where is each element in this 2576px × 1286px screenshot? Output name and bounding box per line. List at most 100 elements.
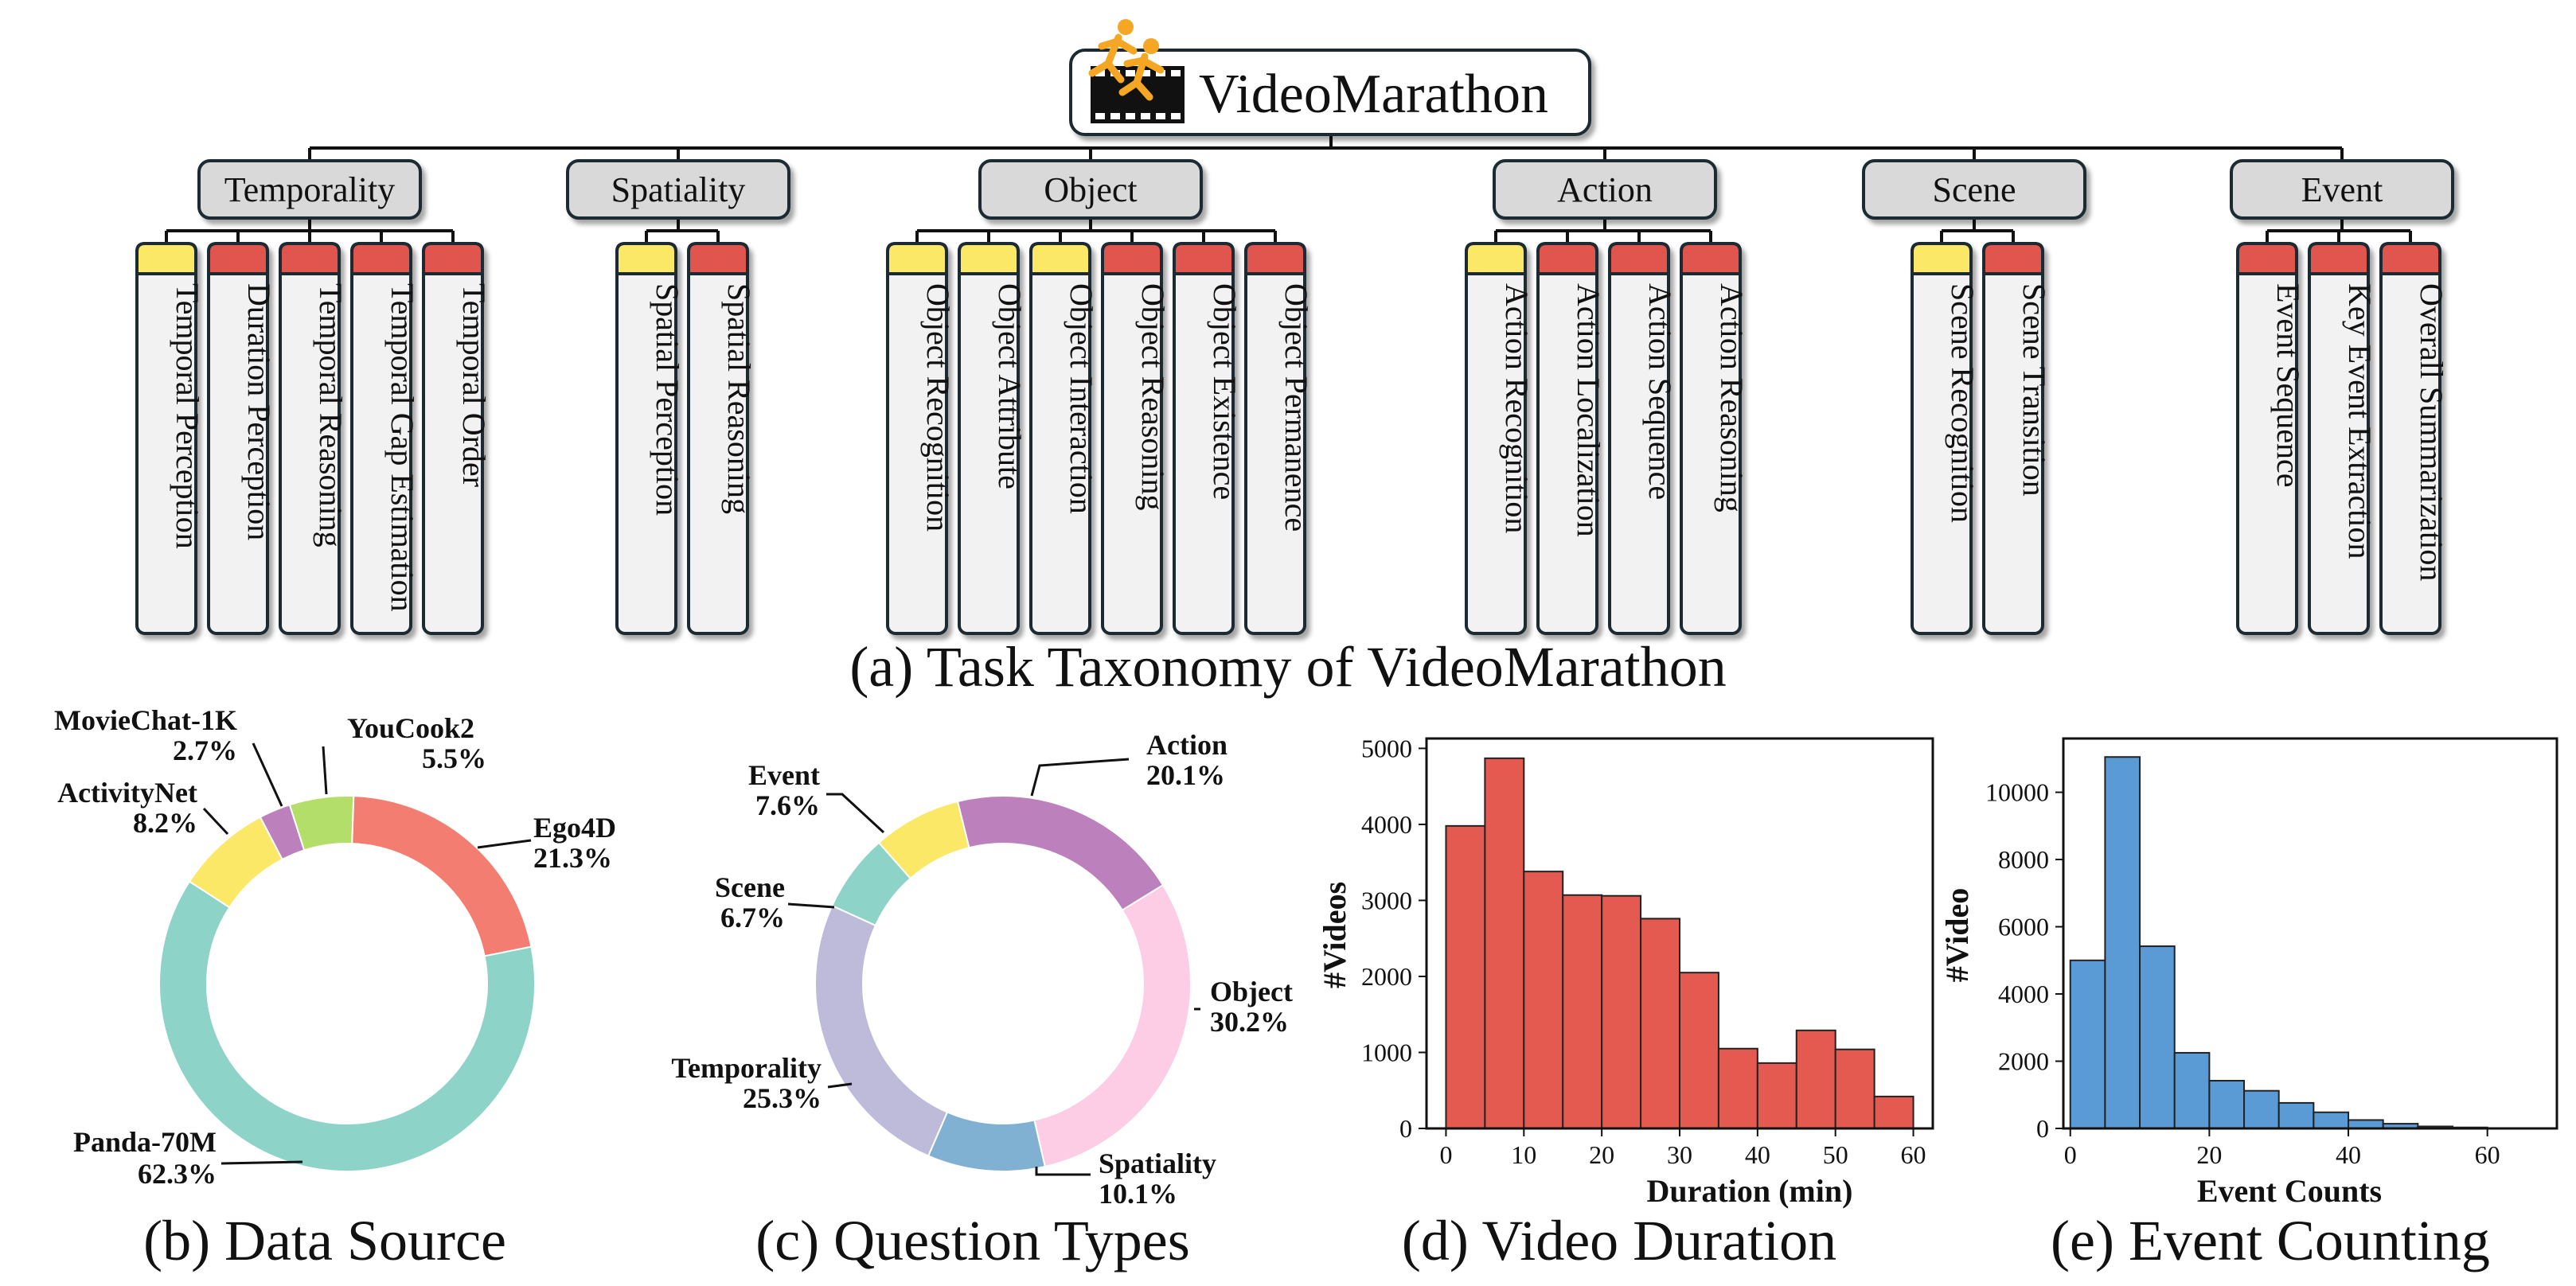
task-level-cap [886, 242, 948, 275]
task-label: Action Localization [1571, 283, 1606, 537]
task-label: Key Event Extraction [2342, 283, 2378, 559]
label-object-pct: 30.2% [1210, 1006, 1289, 1038]
histogram-bar [2348, 1119, 2384, 1130]
task-level-cap [350, 242, 412, 275]
y-tick-label: 5000 [1361, 734, 1412, 762]
root-node: VideoMarathon [1069, 19, 1591, 136]
histogram-bar [2277, 1101, 2315, 1130]
task-label: Temporal Perception [170, 283, 205, 549]
y-tick-label: 4000 [1361, 810, 1412, 839]
hist-d-xlabel: Duration (min) [1647, 1173, 1853, 1209]
task-object-recognition: Object Recognition [886, 242, 956, 635]
hist-e-ylabel: #Video [1939, 888, 1975, 983]
slice-temporality [814, 904, 949, 1157]
histogram-bar [1717, 1047, 1758, 1130]
task-level-cap [1029, 242, 1091, 275]
slice-panda-70m [158, 880, 536, 1172]
task-object-reasoning: Object Reasoning [1101, 242, 1171, 635]
category-box [1493, 159, 1717, 220]
task-label: Object Interaction [1064, 283, 1099, 514]
category-box [197, 159, 422, 220]
label-object-name: Object [1210, 976, 1293, 1007]
task-label: Temporal Order [456, 283, 492, 487]
task-action-reasoning: Action Reasoning [1680, 242, 1750, 635]
task-level-cap [1680, 242, 1742, 275]
x-tick-label: 40 [1745, 1140, 1770, 1169]
label-panda-pct: 62.3% [138, 1158, 217, 1190]
task-scene-recognition: Scene Recognition [1911, 242, 1981, 635]
label-youcook2-name: YouCook2 [347, 712, 474, 744]
task-label: Object Recognition [920, 283, 956, 532]
category-scene: Scene [1862, 159, 2086, 220]
category-box [1862, 159, 2086, 220]
hist-e-xlabel: Event Counts [2197, 1173, 2382, 1209]
label-temporality-name: Temporality [671, 1052, 822, 1084]
task-action-sequence: Action Sequence [1608, 242, 1678, 635]
category-box [566, 159, 790, 220]
video-duration-bars [1445, 757, 1914, 1130]
question-types-slices [814, 795, 1192, 1172]
task-label: Action Reasoning [1714, 283, 1750, 512]
task-action-localization: Action Localization [1536, 242, 1606, 635]
label-ego4d-pct: 21.3% [533, 842, 612, 874]
task-level-cap [1173, 242, 1235, 275]
task-level-cap [2236, 242, 2298, 275]
label-moviechat-name: MovieChat-1K [54, 704, 237, 736]
y-tick-label: 1000 [1361, 1038, 1412, 1066]
caption-b: (b) Data Source [143, 1209, 506, 1272]
slice-youcook2 [288, 795, 355, 851]
task-level-cap [615, 242, 677, 275]
task-level-cap [207, 242, 269, 275]
histogram-bar [1834, 1048, 1875, 1129]
caption-d: (d) Video Duration [1402, 1209, 1836, 1272]
task-object-attribute: Object Attribute [958, 242, 1028, 635]
task-temporal-gap-estimation: Temporal Gap Estimation [350, 242, 420, 635]
histogram-bar [2208, 1080, 2246, 1129]
task-level-cap [1244, 242, 1306, 275]
task-level-cap [422, 242, 484, 275]
category-event: Event [2230, 159, 2454, 220]
category-spatiality: Spatiality [566, 159, 790, 220]
category-label: Temporality [224, 170, 395, 209]
question-types-donut: Action 20.1% Object 30.2% Spatiality 10.… [671, 729, 1293, 1272]
taxonomy-tasks: Temporal Perception Duration Perception Te… [135, 242, 2449, 635]
task-label: Object Existence [1207, 283, 1243, 500]
task-taxonomy: VideoMarathon Temporality Spatiality Objec… [135, 19, 2454, 699]
category-object: Object [978, 159, 1203, 220]
data-source-labels: Ego4D 21.3% Panda-70M 62.3% ActivityNet … [54, 704, 616, 1190]
task-label: Spatial Reasoning [721, 283, 757, 514]
histogram-bar [1873, 1095, 1914, 1130]
label-action-pct: 20.1% [1146, 759, 1225, 791]
x-tick-label: 60 [2475, 1140, 2500, 1169]
caption-c: (c) Question Types [755, 1209, 1190, 1272]
label-spatiality-pct: 10.1% [1099, 1178, 1177, 1210]
task-label: Event Sequence [2270, 283, 2306, 488]
task-label: Action Sequence [1642, 283, 1678, 500]
task-object-existence: Object Existence [1173, 242, 1243, 635]
label-spatiality-name: Spatiality [1099, 1148, 1216, 1179]
task-label: Object Permanence [1278, 283, 1314, 532]
video-duration-axes: 0 10 20 30 40 50 60 0 1000 2000 3000 4000 5000 [1361, 734, 1934, 1169]
x-tick-label: 40 [2336, 1140, 2361, 1169]
root-title: VideoMarathon [1199, 64, 1548, 125]
task-level-cap [1982, 242, 2044, 275]
task-key-event-extraction: Key Event Extraction [2308, 242, 2378, 635]
label-ego4d-name: Ego4D [533, 812, 616, 844]
y-tick-label: 2000 [1998, 1047, 2049, 1076]
task-label: Object Attribute [992, 283, 1028, 489]
category-box [978, 159, 1203, 220]
task-spatial-reasoning: Spatial Reasoning [687, 242, 757, 635]
task-level-cap [958, 242, 1020, 275]
histogram-bar [1562, 894, 1603, 1130]
slice-ego4d [351, 795, 533, 957]
y-tick-label: 6000 [1998, 913, 2049, 941]
task-label: Object Reasoning [1135, 283, 1171, 511]
category-label: Object [1044, 170, 1137, 209]
task-scene-transition: Scene Transition [1982, 242, 2052, 635]
task-duration-perception: Duration Perception [207, 242, 277, 635]
label-event-name: Event [748, 759, 820, 791]
histogram-bar [1679, 972, 1719, 1129]
histogram-bar [2069, 959, 2106, 1129]
